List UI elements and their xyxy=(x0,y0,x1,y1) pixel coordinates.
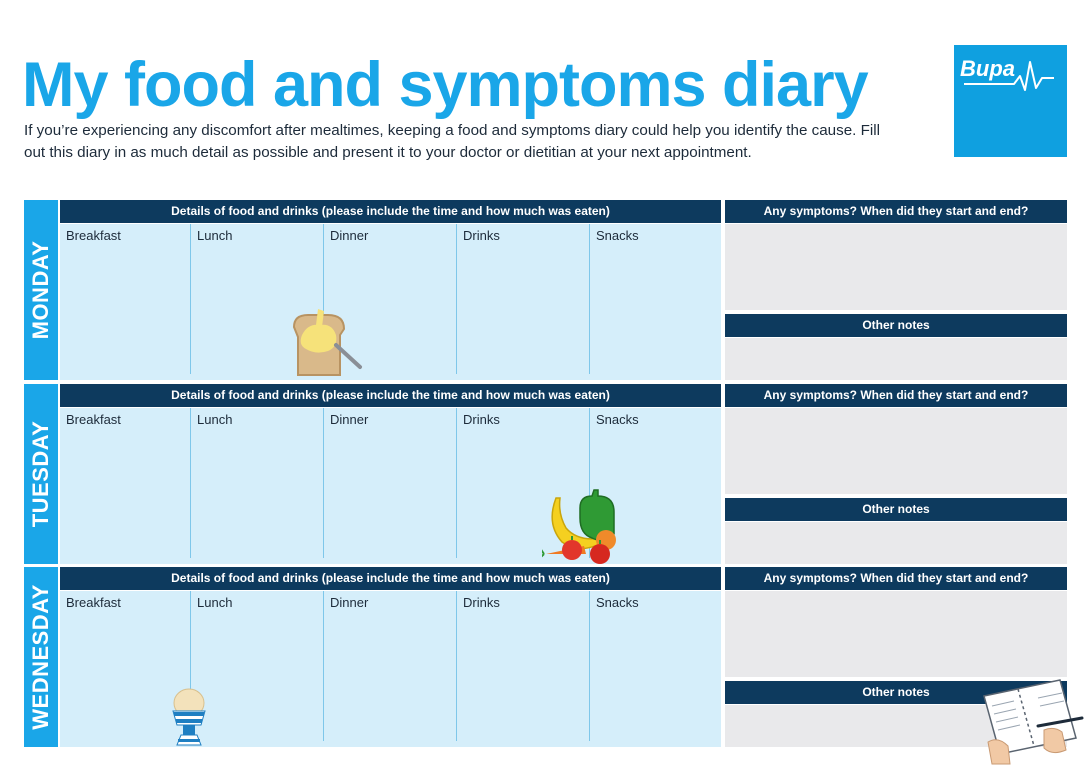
symptoms-entry-area[interactable] xyxy=(725,408,1067,494)
notes-entry-area[interactable] xyxy=(725,338,1067,380)
day-label: TUESDAY xyxy=(24,384,58,564)
breakfast-column[interactable]: Breakfast xyxy=(66,595,121,610)
symptoms-entry-area[interactable] xyxy=(725,224,1067,310)
drinks-column[interactable]: Drinks xyxy=(456,224,590,374)
lunch-column[interactable]: Lunch xyxy=(190,224,324,374)
notes-header: Other notes xyxy=(725,314,1067,337)
food-entry-area[interactable]: Breakfast Lunch Dinner Drinks Snacks xyxy=(60,408,721,564)
intro-text: If you’re experiencing any discomfort af… xyxy=(24,122,880,161)
page-title: My food and symptoms diary xyxy=(22,50,869,120)
drinks-column[interactable]: Drinks xyxy=(456,591,590,741)
day-label: MONDAY xyxy=(24,200,58,380)
bupa-logo: Bupa xyxy=(954,45,1067,157)
notes-entry-area[interactable] xyxy=(725,522,1067,564)
snacks-column[interactable]: Snacks xyxy=(589,591,723,741)
boiled-egg-icon xyxy=(172,688,206,746)
symptoms-header: Any symptoms? When did they start and en… xyxy=(725,384,1067,407)
drinks-column[interactable]: Drinks xyxy=(456,408,590,558)
symptoms-entry-area[interactable] xyxy=(725,591,1067,677)
lunch-column[interactable]: Lunch xyxy=(190,591,324,741)
food-header: Details of food and drinks (please inclu… xyxy=(60,384,721,407)
food-header: Details of food and drinks (please inclu… xyxy=(60,567,721,590)
food-entry-area[interactable]: Breakfast Lunch Dinner Drinks Snacks xyxy=(60,224,721,380)
notebook-with-pen-icon xyxy=(983,679,1084,765)
day-label: WEDNESDAY xyxy=(24,567,58,747)
breakfast-column[interactable]: Breakfast xyxy=(66,412,121,427)
day-section-tuesday: TUESDAY Details of food and drinks (plea… xyxy=(24,384,1067,564)
toast-icon xyxy=(292,309,362,376)
notes-header: Other notes xyxy=(725,498,1067,521)
symptoms-header: Any symptoms? When did they start and en… xyxy=(725,200,1067,223)
dinner-column[interactable]: Dinner xyxy=(323,591,457,741)
dinner-column[interactable]: Dinner xyxy=(323,224,457,374)
food-entry-area[interactable]: Breakfast Lunch Dinner Drinks Snacks xyxy=(60,591,721,747)
snacks-column[interactable]: Snacks xyxy=(589,224,723,374)
symptoms-header: Any symptoms? When did they start and en… xyxy=(725,567,1067,590)
food-header: Details of food and drinks (please inclu… xyxy=(60,200,721,223)
notes-header: Other notes xyxy=(725,681,1067,704)
day-section-monday: MONDAY Details of food and drinks (pleas… xyxy=(24,200,1067,380)
logo-text: Bupa xyxy=(960,56,1015,81)
breakfast-column[interactable]: Breakfast xyxy=(66,228,121,243)
snacks-column[interactable]: Snacks xyxy=(589,408,723,558)
day-section-wednesday: WEDNESDAY Details of food and drinks (pl… xyxy=(24,567,1067,747)
lunch-column[interactable]: Lunch xyxy=(190,408,324,558)
dinner-column[interactable]: Dinner xyxy=(323,408,457,558)
fruit-vegetables-icon xyxy=(542,489,616,564)
